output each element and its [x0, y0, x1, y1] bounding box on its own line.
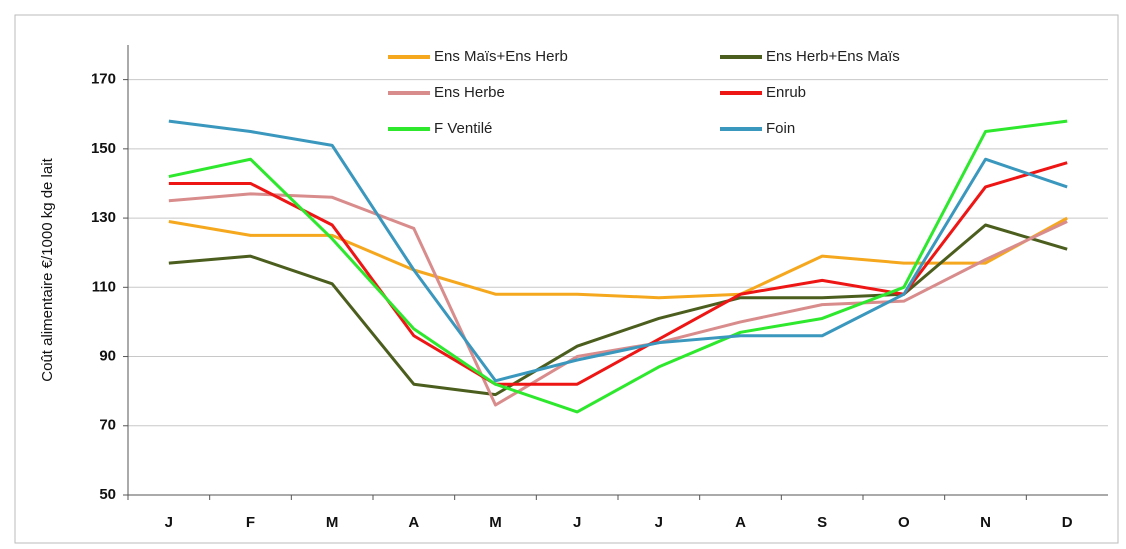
x-tick-label: S [817, 514, 827, 531]
y-tick-label: 170 [91, 71, 116, 88]
legend-label: Foin [766, 120, 795, 137]
y-tick-label: 150 [91, 140, 116, 157]
y-tick-label: 90 [99, 348, 116, 365]
x-tick-label: N [980, 514, 991, 531]
series-line [168, 192, 1068, 407]
series-line [168, 161, 1068, 386]
x-tick-label: O [898, 514, 910, 531]
x-tick-label: A [735, 514, 746, 531]
chart-frame [14, 14, 1119, 544]
legend-label: Enrub [766, 84, 806, 101]
series-line [168, 223, 1068, 397]
x-tick-label: F [246, 514, 255, 531]
y-axis-label: Coût alimentaire €/1000 kg de lait [39, 157, 56, 381]
legend-label: Ens Herb+Ens Maïs [766, 48, 900, 65]
series-line [168, 119, 1068, 383]
x-tick-label: J [655, 514, 663, 531]
x-tick-label: M [489, 514, 502, 531]
x-tick-label: M [326, 514, 339, 531]
legend-label: F Ventilé [434, 120, 492, 137]
y-tick-label: 50 [99, 486, 116, 503]
x-tick-label: A [408, 514, 419, 531]
y-tick-label: 130 [91, 209, 116, 226]
legend-label: Ens Herbe [434, 84, 505, 101]
series-line [168, 119, 1068, 414]
x-tick-label: J [573, 514, 581, 531]
legend-label: Ens Maïs+Ens Herb [434, 48, 568, 65]
y-tick-label: 110 [92, 278, 116, 295]
x-tick-label: J [165, 514, 173, 531]
x-tick-label: D [1062, 514, 1073, 531]
y-tick-label: 70 [99, 417, 116, 434]
